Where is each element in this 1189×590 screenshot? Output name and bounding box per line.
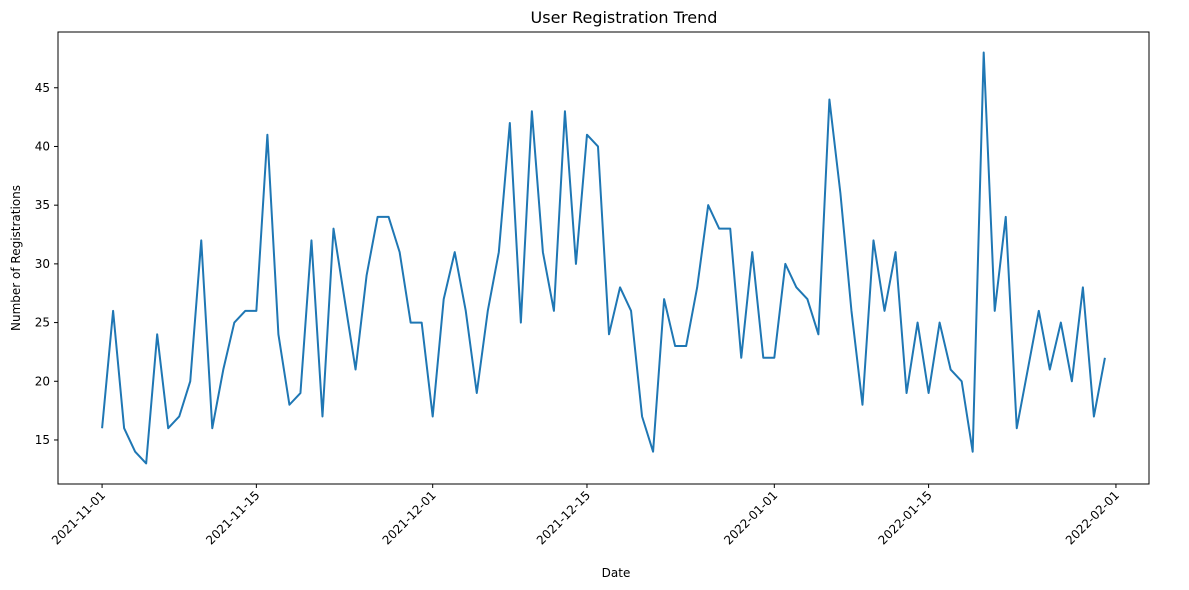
- y-axis-ticks: 15 20 25 30 35 40 45: [35, 81, 58, 447]
- x-tick-label: 2022-01-15: [875, 488, 934, 547]
- series-line: [101, 51, 1106, 465]
- y-tick-label: 30: [35, 257, 50, 271]
- x-tick-label: 2021-11-15: [203, 488, 262, 547]
- x-tick-label: 2022-02-01: [1063, 488, 1122, 547]
- x-axis-label: Date: [602, 566, 631, 580]
- y-tick-label: 25: [35, 316, 50, 330]
- x-tick-label: 2022-01-01: [721, 488, 780, 547]
- y-tick-label: 20: [35, 374, 50, 388]
- y-axis-label: Number of Registrations: [9, 185, 23, 331]
- x-tick-label: 2021-12-15: [534, 488, 593, 547]
- y-tick-label: 45: [35, 81, 50, 95]
- x-tick-label: 2021-11-01: [49, 488, 108, 547]
- x-axis-ticks: 2021-11-01 2021-11-15 2021-12-01 2021-12-15…: [49, 484, 1122, 547]
- y-tick-label: 15: [35, 433, 50, 447]
- y-tick-label: 40: [35, 139, 50, 153]
- y-tick-label: 35: [35, 198, 50, 212]
- plot-frame: [57, 31, 1150, 485]
- chart-title: User Registration Trend: [531, 8, 718, 27]
- x-tick-label: 2021-12-01: [380, 488, 439, 547]
